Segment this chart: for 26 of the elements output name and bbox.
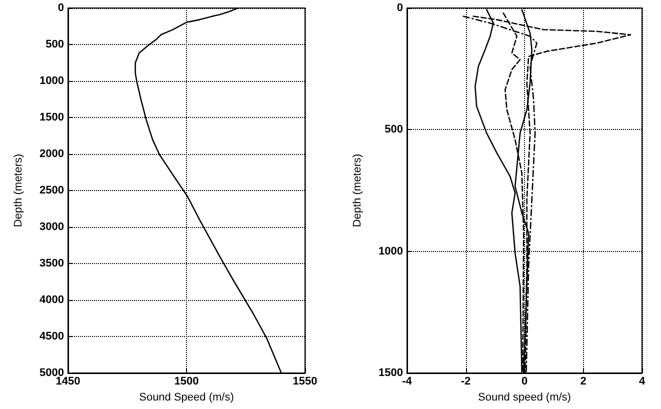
y-tick-label: 1500	[378, 367, 403, 379]
y-axis-title: Depth (meters)	[12, 154, 24, 228]
x-axis-title: Sound Speed (m/s)	[139, 391, 234, 404]
y-tick-label: 0	[396, 2, 403, 14]
y-tick-label: 0	[58, 2, 64, 14]
x-tick-label: 2	[580, 376, 586, 388]
x-tick-label: -2	[460, 376, 471, 388]
x-tick-label: 0	[521, 376, 528, 388]
y-tick-label: 500	[46, 38, 64, 50]
y-axis-title: Depth (meters)	[352, 154, 364, 228]
x-tick-label: 1500	[174, 376, 199, 388]
y-tick-label: 1500	[40, 112, 64, 124]
x-tick-label: 1450	[56, 376, 80, 388]
y-tick-label: 1000	[378, 245, 403, 258]
y-tick-label: 1000	[40, 75, 64, 87]
x-tick-label: 4	[638, 376, 646, 388]
x-tick-label: -4	[402, 376, 413, 388]
y-tick-label: 3000	[40, 221, 64, 233]
x-axis-title: Sound speed (m/s)	[478, 391, 571, 404]
x-tick-label: 1550	[292, 376, 318, 388]
y-tick-label: 3500	[40, 258, 64, 270]
y-tick-label: 4500	[40, 330, 64, 342]
y-tick-label: 500	[384, 124, 403, 136]
y-tick-label: 4000	[40, 294, 64, 306]
y-tick-label: 2000	[40, 148, 64, 160]
y-tick-label: 2500	[40, 184, 64, 196]
